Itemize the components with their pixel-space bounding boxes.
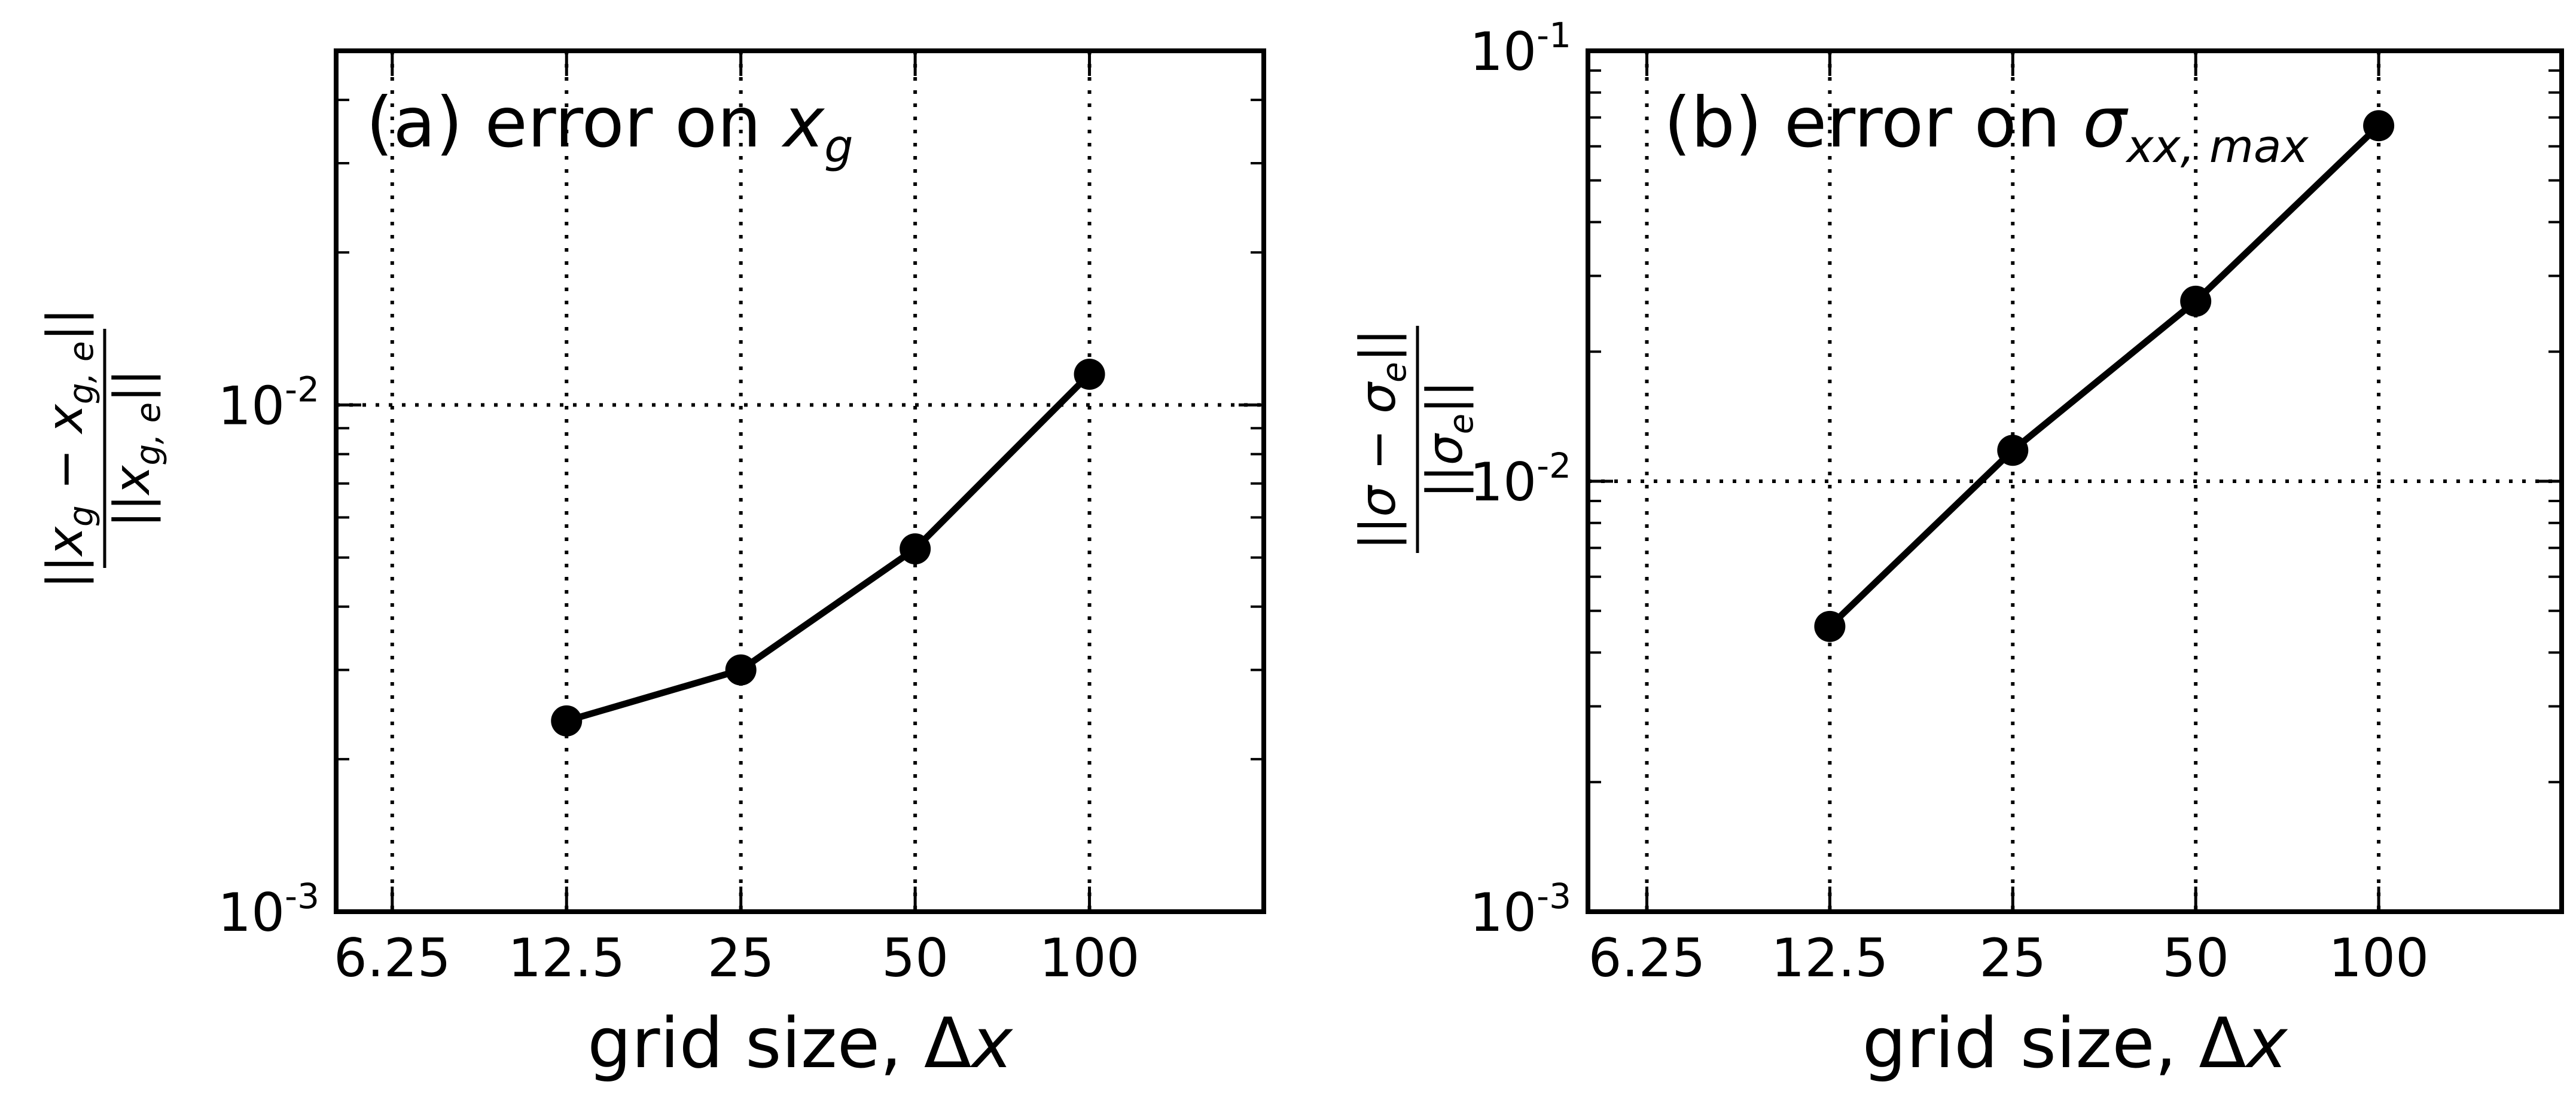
x-tick-label: 100: [2328, 927, 2429, 989]
x-tick-label: 12.5: [508, 927, 625, 989]
panel-title-symbol: x: [782, 82, 825, 163]
y-tick-label: 10-3: [218, 876, 319, 943]
y-label-part: ||σ: [1417, 432, 1474, 498]
y-tick-base: 10: [1470, 882, 1537, 943]
x-tick-label: 6.25: [1589, 927, 1706, 989]
x-tick-label: 12.5: [1771, 927, 1888, 989]
y-label-numerator: ||xg − xg, e||: [37, 308, 101, 589]
panel-b: 10-310-210-16.25 12.5 25 50 100(b) error on …: [1350, 15, 2564, 1084]
y-label-part: ||x: [104, 465, 161, 527]
y-tick-exponent: -3: [285, 876, 319, 916]
y-tick-exponent: -2: [1537, 445, 1571, 486]
data-point: [1997, 435, 2029, 466]
y-tick-base: 10: [1470, 21, 1537, 82]
x-tick-label: 50: [2162, 927, 2229, 989]
x-axis-label: grid size, Δx: [587, 1003, 1013, 1084]
y-label-numerator: ||σ − σe||: [1350, 329, 1414, 550]
x-tick-label: 100: [1039, 927, 1140, 989]
y-axis-label: ||xg − xg, e||||xg, e||: [37, 308, 168, 589]
y-tick-exponent: -2: [285, 369, 319, 410]
panel-title-text: (a) error on: [366, 82, 784, 163]
y-axis-label: ||σ − σe||||σe||: [1350, 326, 1481, 553]
y-label-part: ||x: [37, 526, 94, 589]
y-tick-exponent: -3: [1537, 876, 1571, 916]
data-point: [1074, 358, 1105, 390]
x-axis-label-symbol: x: [970, 1003, 1013, 1084]
y-tick-base: 10: [218, 375, 285, 436]
data-point: [1814, 610, 1846, 642]
x-axis-label: grid size, Δx: [1862, 1003, 2288, 1084]
y-tick-base: 10: [1470, 451, 1537, 513]
data-point: [551, 705, 583, 737]
y-tick-label: 10-1: [1470, 15, 1571, 82]
data-point: [900, 533, 931, 565]
data-point: [2363, 110, 2395, 142]
y-label-sub: g, e: [129, 402, 168, 466]
y-label-part: ||: [1350, 329, 1407, 362]
y-tick-label: 10-2: [1470, 445, 1571, 513]
y-label-part: − x: [37, 404, 94, 506]
y-label-sub: e: [1442, 414, 1481, 434]
plot-frame: [1586, 48, 2564, 914]
y-label-part: ||: [104, 369, 161, 402]
x-axis-label-symbol: x: [2245, 1003, 2288, 1084]
y-tick-exponent: -1: [1537, 15, 1571, 56]
plot-frame: [334, 48, 1266, 914]
y-label-denominator: ||σe||: [1417, 381, 1481, 499]
series-line: [565, 372, 1092, 725]
x-tick-label: 25: [1979, 927, 2046, 989]
y-tick-label: 10-3: [1470, 876, 1571, 943]
y-label-part: ||: [37, 308, 94, 341]
data-point: [725, 654, 757, 686]
panel-title-text: (b) error on: [1664, 82, 2083, 163]
y-label-sub: g, e: [62, 341, 101, 404]
y-label-part: ||: [1417, 381, 1474, 414]
y-label-sub: e: [1375, 362, 1414, 382]
y-label-sub: g: [62, 505, 101, 527]
x-tick-label: 25: [708, 927, 775, 989]
panel-title: (b) error on σxx, max: [1664, 82, 2309, 173]
x-axis-label-text: grid size, Δ: [587, 1003, 971, 1084]
panel-a: 10-310-26.25 12.5 25 50 100(a) error on xggr…: [37, 48, 1266, 1084]
y-label-part: ||σ − σ: [1350, 381, 1407, 550]
panel-title: (a) error on xg: [366, 82, 853, 173]
data-point: [2180, 285, 2212, 317]
y-label-denominator: ||xg, e||: [104, 369, 168, 528]
y-tick-base: 10: [218, 882, 285, 943]
panel-title-subscript: xx, max: [2126, 120, 2309, 173]
x-tick-label: 50: [882, 927, 949, 989]
x-tick-label: 6.25: [334, 927, 451, 989]
x-axis-label-text: grid size, Δ: [1862, 1003, 2246, 1084]
series-line: [1827, 123, 2381, 629]
panel-title-subscript: g: [824, 120, 853, 173]
y-tick-label: 10-2: [218, 369, 319, 436]
panel-title-symbol: σ: [2083, 82, 2129, 163]
